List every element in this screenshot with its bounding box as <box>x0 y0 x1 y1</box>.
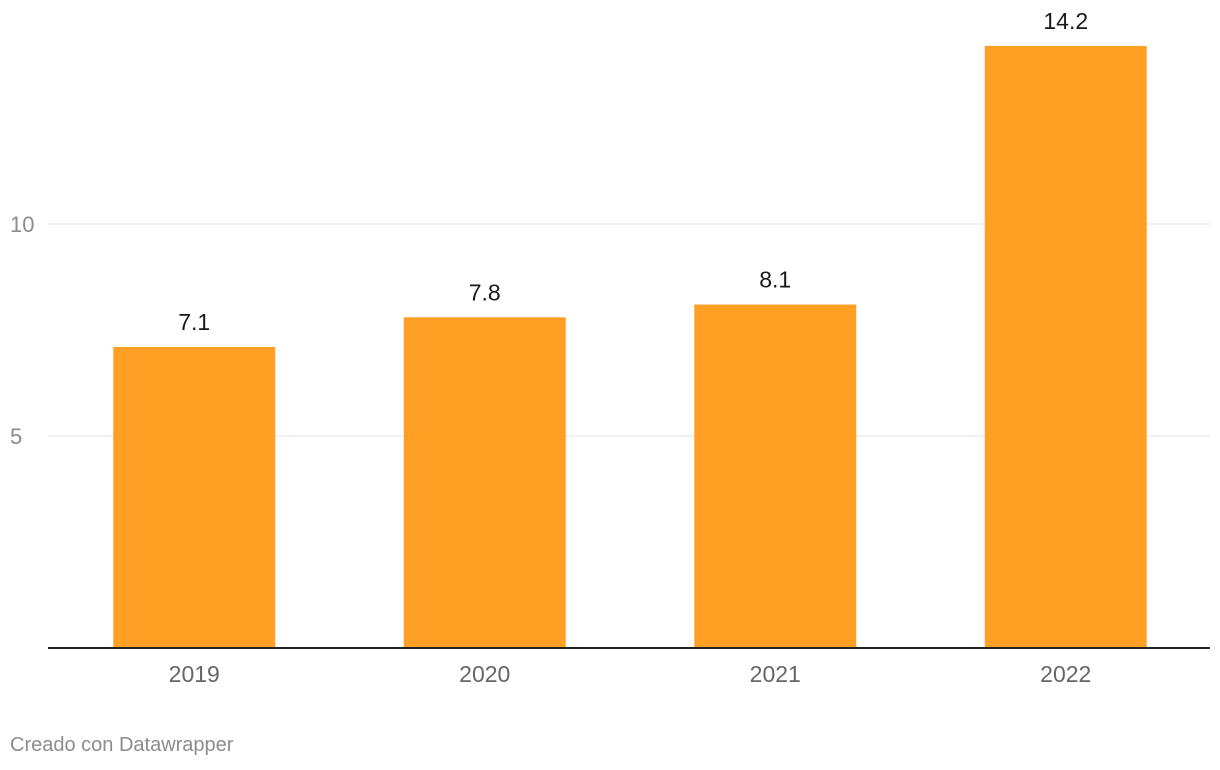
x-tick-label: 2021 <box>750 661 801 687</box>
bar-2019 <box>113 346 276 648</box>
value-label: 8.1 <box>759 267 791 293</box>
value-label: 14.2 <box>1043 8 1088 34</box>
y-tick-label: 5 <box>10 424 22 449</box>
value-label: 7.8 <box>469 279 501 305</box>
value-labels: 7.1 7.8 8.1 14.2 <box>178 8 1088 335</box>
bar-chart: 5 10 7.1 7.8 8.1 14.2 2019 2020 2021 2022 <box>10 8 1210 687</box>
x-axis-ticks: 2019 2020 2021 2022 <box>169 661 1092 687</box>
value-label: 7.1 <box>178 309 210 335</box>
bar-2022 <box>984 45 1147 649</box>
bar-2021 <box>694 304 857 648</box>
credit-text: Creado con Datawrapper <box>10 734 234 756</box>
bars <box>113 45 1147 649</box>
y-axis-ticks: 5 10 <box>10 212 34 449</box>
x-tick-label: 2020 <box>459 661 510 687</box>
x-tick-label: 2022 <box>1040 661 1091 687</box>
y-tick-label: 10 <box>10 212 34 237</box>
bar-2020 <box>403 317 566 648</box>
x-tick-label: 2019 <box>169 661 220 687</box>
